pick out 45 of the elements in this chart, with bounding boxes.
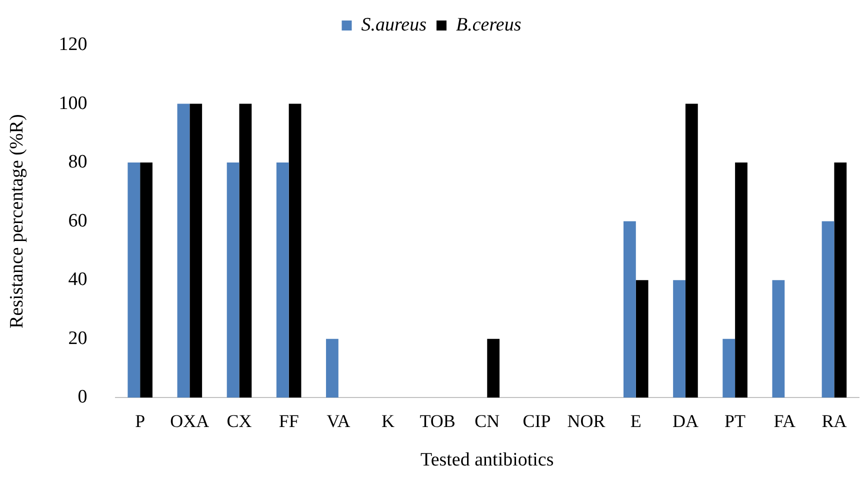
y-tick-label: 60	[68, 210, 88, 232]
bar	[288, 104, 302, 398]
bar	[128, 162, 140, 398]
x-tick-label: DA	[672, 411, 698, 432]
y-axis-title: Resistance percentage (%R)	[6, 114, 28, 328]
y-tick-label: 120	[58, 34, 88, 55]
y-tick-label: 0	[78, 386, 88, 408]
y-tick-label: 80	[68, 152, 88, 173]
y-tick-label: 100	[58, 92, 88, 114]
bar	[722, 338, 736, 398]
x-tick-label: VA	[326, 411, 350, 432]
x-tick-label: K	[381, 411, 394, 432]
x-tick-label: CX	[226, 411, 252, 432]
x-tick-label: PT	[724, 411, 746, 432]
bar	[822, 221, 834, 398]
bar	[140, 162, 152, 398]
x-tick-label: CN	[474, 411, 500, 432]
bar	[772, 280, 785, 398]
x-axis-title: Tested antibiotics	[420, 450, 554, 471]
x-tick-label: FF	[278, 411, 299, 432]
x-tick-label: P	[135, 411, 146, 432]
bar	[487, 338, 500, 398]
legend-label: B.cereus	[456, 14, 522, 36]
x-tick-label: NOR	[567, 411, 606, 432]
x-tick-label: TOB	[420, 411, 456, 432]
bar	[239, 104, 252, 398]
legend-label: S.aureus	[361, 14, 427, 36]
bar	[636, 280, 648, 398]
x-tick-label: RA	[822, 411, 847, 432]
bar	[623, 221, 636, 398]
bar	[177, 104, 190, 398]
bar	[673, 280, 686, 398]
x-tick-label: FA	[774, 411, 796, 432]
y-tick-label: 40	[68, 269, 88, 290]
x-tick-label: E	[630, 411, 642, 432]
bar	[276, 162, 289, 398]
bar	[226, 162, 240, 398]
bar	[685, 104, 698, 398]
bar	[326, 338, 338, 398]
x-tick-label: OXA	[170, 411, 210, 432]
bar	[735, 162, 748, 398]
bar	[190, 104, 202, 398]
y-tick-label: 20	[68, 328, 88, 349]
bar	[834, 162, 847, 398]
x-tick-label: CIP	[522, 411, 551, 432]
